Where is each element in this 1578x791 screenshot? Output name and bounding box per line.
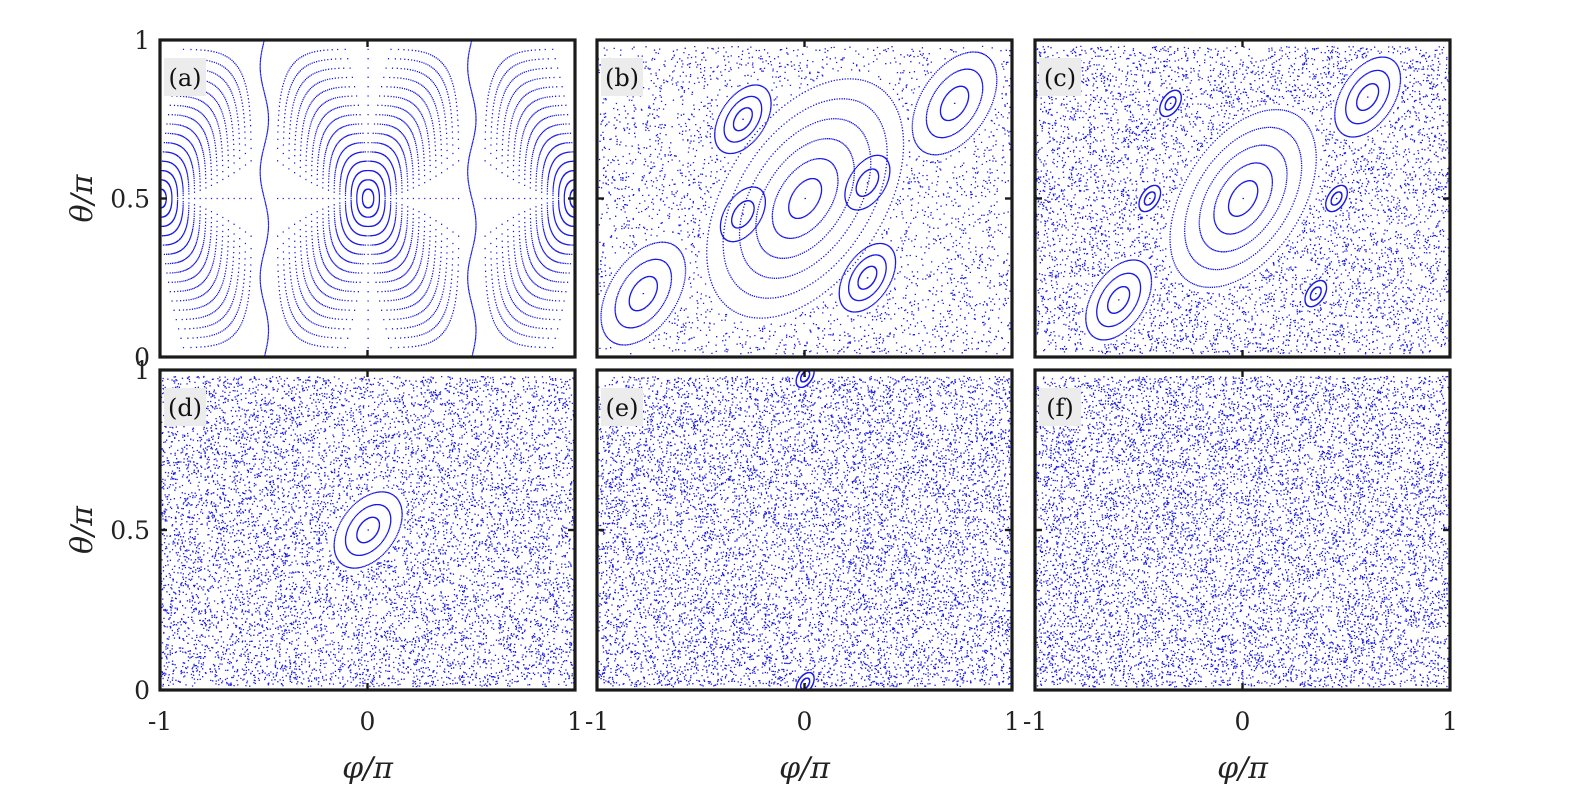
panel-label: (c) xyxy=(1044,64,1076,92)
panel-label-bg xyxy=(601,388,643,426)
x-tick-label: -1 xyxy=(1023,707,1047,736)
y-tick-label: 0 xyxy=(134,676,150,705)
scatter-points xyxy=(160,375,575,688)
x-axis-label: φ/π xyxy=(342,751,394,786)
panel-f: (f) xyxy=(1033,368,1452,692)
panel-label: (b) xyxy=(605,64,639,92)
data-points xyxy=(597,45,1012,355)
panel-label-bg xyxy=(601,58,643,96)
panel-label: (f) xyxy=(1046,394,1074,422)
y-axis-label: θ/π xyxy=(65,505,100,554)
panel-d: (d) xyxy=(158,368,577,692)
x-tick-label: -1 xyxy=(148,707,172,736)
panel-label: (d) xyxy=(168,394,202,422)
panel-label-bg xyxy=(164,58,206,96)
x-tick-label: 1 xyxy=(1004,707,1020,736)
panel-c: (c) xyxy=(1033,38,1452,359)
x-tick-label: 0 xyxy=(360,707,376,736)
panel-label: (e) xyxy=(606,394,639,422)
data-points xyxy=(160,40,575,357)
scatter-points xyxy=(1035,375,1450,688)
data-points xyxy=(1035,375,1450,688)
y-tick-label: 1 xyxy=(134,26,150,55)
scatter-points xyxy=(1035,45,1450,355)
panel-a: (a) xyxy=(158,38,577,359)
x-tick-label: -1 xyxy=(585,707,609,736)
axes-frame xyxy=(595,368,1014,692)
panel-label-bg xyxy=(1039,58,1081,96)
data-points xyxy=(160,375,575,688)
axes-frame xyxy=(158,38,577,359)
panel-label-bg xyxy=(164,388,206,426)
scatter-points xyxy=(597,370,1012,690)
panel-label: (a) xyxy=(168,64,201,92)
panel-b: (b) xyxy=(595,38,1014,359)
x-tick-label: 0 xyxy=(797,707,813,736)
y-tick-label: 0.5 xyxy=(110,185,150,214)
panel-label-bg xyxy=(1039,388,1081,426)
scatter-points xyxy=(160,40,575,357)
data-points xyxy=(597,370,1012,690)
data-points xyxy=(1035,45,1450,355)
y-tick-label: 0.5 xyxy=(110,516,150,545)
x-tick-label: 0 xyxy=(1235,707,1251,736)
y-tick-label: 0 xyxy=(134,343,150,372)
x-axis-label: φ/π xyxy=(779,751,831,786)
y-tick-label: 1 xyxy=(134,356,150,385)
panel-e: (e) xyxy=(595,368,1014,692)
x-axis-label: φ/π xyxy=(1217,751,1269,786)
scatter-points xyxy=(597,45,1012,355)
y-axis-label: θ/π xyxy=(65,173,100,222)
x-tick-label: 1 xyxy=(1442,707,1458,736)
x-tick-label: 1 xyxy=(567,707,583,736)
